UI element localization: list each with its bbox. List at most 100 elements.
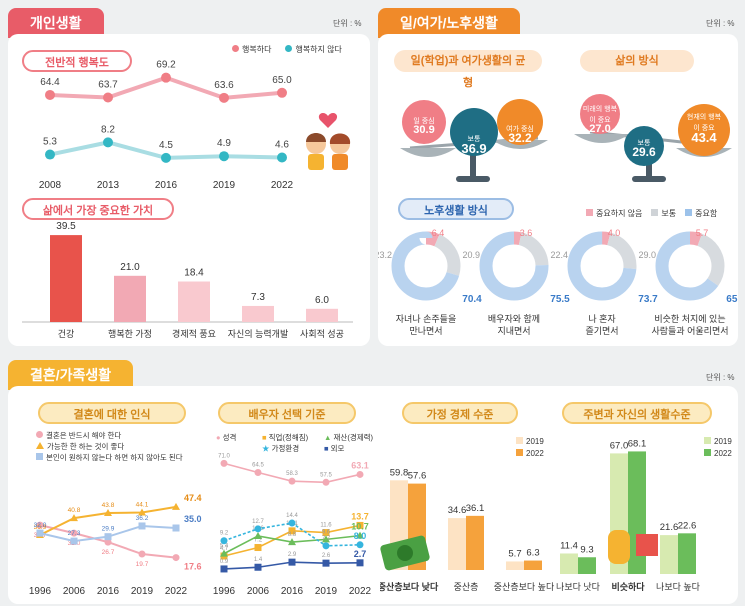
legend-normal-label: 보통	[661, 209, 677, 218]
standard-data-label: 21.6	[660, 522, 679, 533]
legend-normal: 보통	[651, 208, 676, 219]
criteria-data-label: 64.5	[252, 463, 264, 469]
values-bar-chart: 39.5 건강 21.0 행복한 가정 18.4 경제적 풍요 7.3 자신의 능력개발 6.0…	[22, 221, 353, 339]
criteria-point	[288, 558, 296, 566]
economy-x-tick: 중산층보다 낮다	[380, 581, 439, 592]
retire-label-normal: 22.4	[550, 250, 568, 260]
balance-center-value: 36.9	[461, 141, 487, 156]
criteria-data-label: 12.7	[252, 519, 264, 525]
values-x-tick: 경제적 풍요	[172, 328, 216, 339]
retire-label-important: 73.7	[638, 294, 658, 305]
legend-2019-b-label: 2019	[714, 437, 732, 446]
spouse-criteria-pill: 배우자 선택 기준	[218, 402, 356, 424]
legend-optional-label: 본인이 원하지 않는다 하면 하지 않아도 된다	[46, 453, 183, 462]
standard-bar	[578, 557, 596, 574]
happy-point	[219, 151, 229, 162]
criteria-data-label: 4.7	[220, 546, 229, 552]
legend-2022-b-label: 2022	[714, 449, 732, 458]
balance-scale	[400, 99, 548, 182]
happy-point	[161, 72, 171, 83]
balance-right-value: 32.2	[508, 131, 532, 145]
worklife-tab[interactable]: 일/여가/노후생활	[378, 8, 520, 38]
retire-category-line2: 사람들과 어울리면서	[651, 325, 728, 336]
perception-point	[104, 538, 112, 546]
criteria-x-tick: 2006	[247, 586, 270, 597]
household-economy-pill: 가정 경제 수준	[402, 402, 518, 424]
criteria-data-label: 7.2	[254, 538, 263, 544]
criteria-data-label: 2.6	[322, 553, 331, 559]
perception-point	[138, 522, 146, 530]
happy-data-label: 69.2	[156, 60, 176, 71]
household-economy-chart: 59.8 57.6 중산층보다 낮다 34.6 36.1 중산층 5.7 6.3 중산층보다 높…	[380, 467, 555, 592]
criteria-point	[322, 559, 330, 567]
criteria-point	[220, 537, 228, 545]
perception-point	[104, 509, 112, 517]
happy-data-label: 63.7	[98, 79, 118, 90]
personal-tab[interactable]: 개인생활	[8, 8, 104, 38]
happy-point	[277, 87, 287, 98]
perception-point	[70, 514, 78, 522]
criteria-point	[322, 535, 330, 543]
standard-legend: 2019 2022	[704, 436, 732, 460]
legend-better: 가능한 한 하는 것이 좋다	[36, 441, 183, 452]
criteria-data-label: 63.1	[351, 460, 369, 470]
perception-point	[36, 521, 44, 529]
happiness-line-chart: 64.4 63.7 69.2 63.6 65.0 5.3 8.2 4.5 4.9 4.6 2008 2…	[39, 60, 294, 191]
criteria-legend: ● 성격 ■ 직업(정해짐) ▲ 재산(경제력) ★ 가정환경 ■ 외모	[216, 432, 376, 454]
perception-x-tick: 2019	[131, 586, 154, 597]
values-data-label: 18.4	[184, 268, 204, 279]
economy-bar	[524, 560, 542, 570]
standard-x-tick: 비슷하다	[611, 581, 645, 592]
retire-label-important: 70.4	[462, 294, 482, 305]
perception-data-label: 30.9	[34, 524, 47, 531]
happy-data-label: 5.3	[43, 137, 57, 148]
criteria-point	[254, 563, 262, 571]
perception-data-label: 47.4	[184, 493, 202, 503]
spouse-criteria-chart: 71.064.558.357.563.14.77.212.111.613.75.…	[213, 453, 372, 597]
marriage-tab[interactable]: 결혼/가족생활	[8, 360, 134, 390]
retire-label-important: 65.3	[726, 294, 738, 305]
balance-center-label: 보통	[467, 136, 481, 143]
criteria-data-label: 9.6	[322, 529, 331, 535]
perception-point	[104, 533, 112, 541]
life-right-label: 현재의 행복이 중요	[686, 114, 722, 132]
criteria-data-label: 1.4	[254, 557, 263, 563]
criteria-data-label: 8.8	[288, 532, 297, 538]
legend-2022-label: 2022	[526, 449, 544, 458]
criteria-x-tick: 1996	[213, 586, 236, 597]
retire-label-unimportant: 3.6	[520, 228, 533, 238]
criteria-x-tick: 2019	[315, 586, 338, 597]
happy-point	[45, 149, 55, 160]
legend-important: 중요함	[685, 208, 717, 219]
legend-2019: 2019	[516, 436, 544, 448]
criteria-point	[356, 521, 364, 529]
values-data-label: 6.0	[315, 295, 329, 306]
perception-point	[172, 554, 180, 562]
happy-point	[161, 152, 171, 163]
criteria-data-label: 5.4	[220, 544, 229, 550]
legend-personality-label: 성격	[222, 433, 237, 442]
standard-data-label: 11.4	[560, 540, 578, 551]
legend-personality: ● 성격	[216, 433, 237, 442]
perception-x-tick: 2016	[97, 586, 120, 597]
economy-data-label: 36.1	[466, 503, 485, 514]
standard-bar	[678, 533, 696, 574]
perception-data-label: 36.2	[136, 515, 149, 522]
lifestyle-scale	[574, 94, 732, 182]
life-left-value: 27.0	[589, 123, 611, 135]
legend-looks: ■ 외모	[324, 444, 345, 453]
values-x-tick: 자신의 능력개발	[228, 328, 288, 339]
standard-x-tick: 나보다 높다	[656, 582, 701, 592]
legend-wealth-label: 재산(경제력)	[333, 433, 374, 442]
living-standard-pill: 주변과 자신의 생활수준	[562, 402, 712, 424]
happy-data-label: 4.5	[159, 140, 173, 151]
retire-category-line1: 자녀나 손주들을	[396, 314, 456, 324]
criteria-point	[254, 531, 262, 539]
retire-donut-segment	[655, 231, 725, 301]
retire-label-important: 75.5	[550, 294, 570, 305]
unit-label: 단위 : %	[333, 19, 362, 28]
economy-x-tick: 중산층	[454, 582, 479, 592]
happy-x-tick: 2008	[39, 180, 62, 191]
values-bar	[242, 305, 274, 322]
